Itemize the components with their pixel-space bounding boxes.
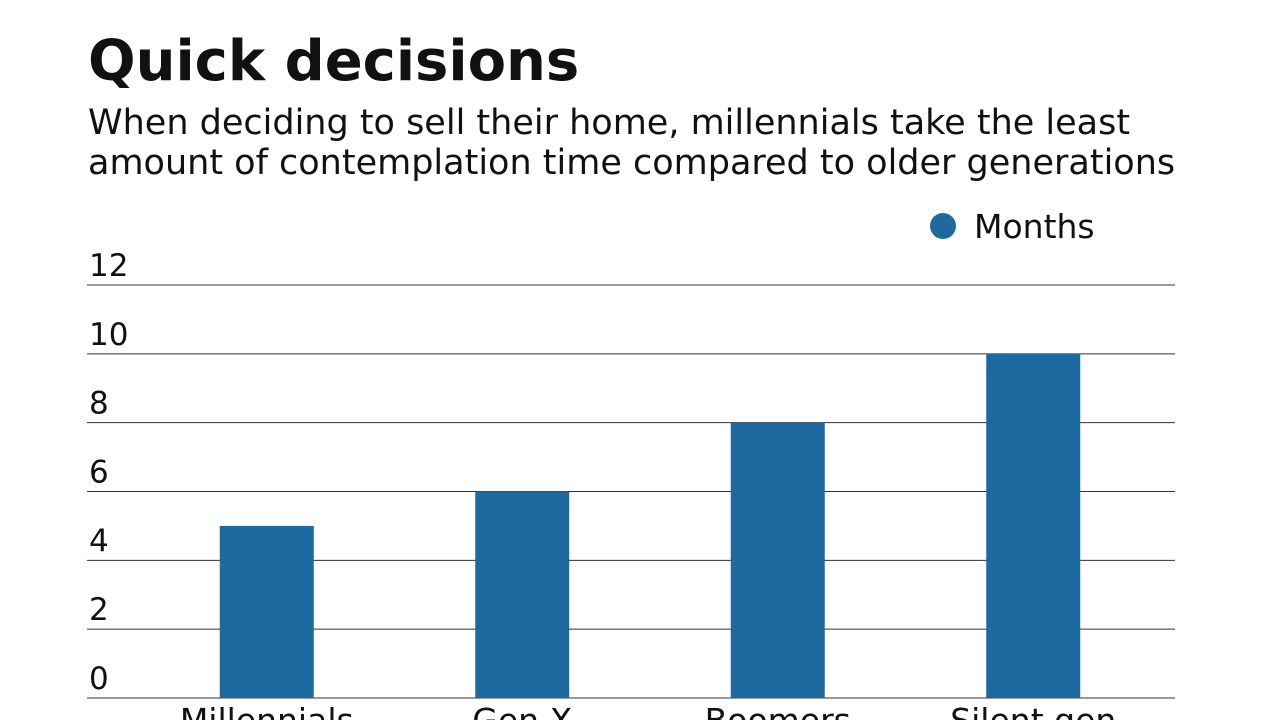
x-tick-label: Silent gen <box>950 701 1116 720</box>
y-tick-label: 8 <box>89 386 109 422</box>
y-tick-label: 4 <box>89 523 109 559</box>
bar <box>986 353 1081 698</box>
x-tick-label: Boomers <box>705 701 851 720</box>
bar <box>475 491 570 698</box>
chart-subtitle: amount of contemplation time compared to… <box>88 143 1175 183</box>
chart-subtitle: When deciding to sell their home, millen… <box>88 103 1130 143</box>
y-tick-label: 12 <box>89 248 128 284</box>
x-tick-label: Gen X <box>472 701 572 720</box>
legend-label: Months <box>974 207 1095 246</box>
y-tick-label: 0 <box>89 661 109 697</box>
legend-marker <box>930 213 956 239</box>
y-tick-label: 2 <box>89 592 109 628</box>
x-tick-label: Millennials <box>180 701 354 720</box>
y-tick-label: 10 <box>89 317 128 353</box>
bar <box>730 422 825 698</box>
chart-title: Quick decisions <box>88 29 579 94</box>
y-tick-label: 6 <box>89 455 109 491</box>
bar <box>219 525 314 698</box>
